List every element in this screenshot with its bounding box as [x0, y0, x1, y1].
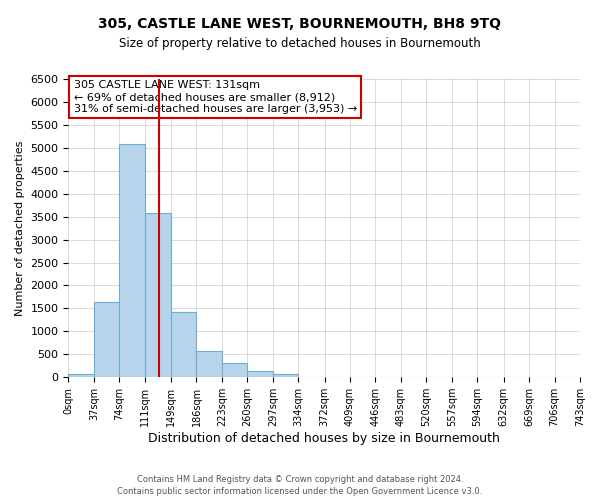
Bar	[196, 350, 222, 377]
X-axis label: Distribution of detached houses by size in Bournemouth: Distribution of detached houses by size …	[148, 432, 500, 445]
Bar	[247, 371, 273, 377]
Bar	[273, 374, 298, 377]
Y-axis label: Number of detached properties: Number of detached properties	[15, 140, 25, 316]
Text: 305, CASTLE LANE WEST, BOURNEMOUTH, BH8 9TQ: 305, CASTLE LANE WEST, BOURNEMOUTH, BH8 …	[98, 18, 502, 32]
Text: Size of property relative to detached houses in Bournemouth: Size of property relative to detached ho…	[119, 38, 481, 51]
Bar	[222, 363, 247, 377]
Bar	[119, 144, 145, 377]
Text: Contains public sector information licensed under the Open Government Licence v3: Contains public sector information licen…	[118, 486, 482, 496]
Bar	[145, 213, 171, 377]
Text: 305 CASTLE LANE WEST: 131sqm
← 69% of detached houses are smaller (8,912)
31% of: 305 CASTLE LANE WEST: 131sqm ← 69% of de…	[74, 80, 357, 114]
Bar	[171, 312, 196, 377]
Bar	[94, 302, 119, 377]
Bar	[68, 374, 94, 377]
Text: Contains HM Land Registry data © Crown copyright and database right 2024.: Contains HM Land Registry data © Crown c…	[137, 474, 463, 484]
